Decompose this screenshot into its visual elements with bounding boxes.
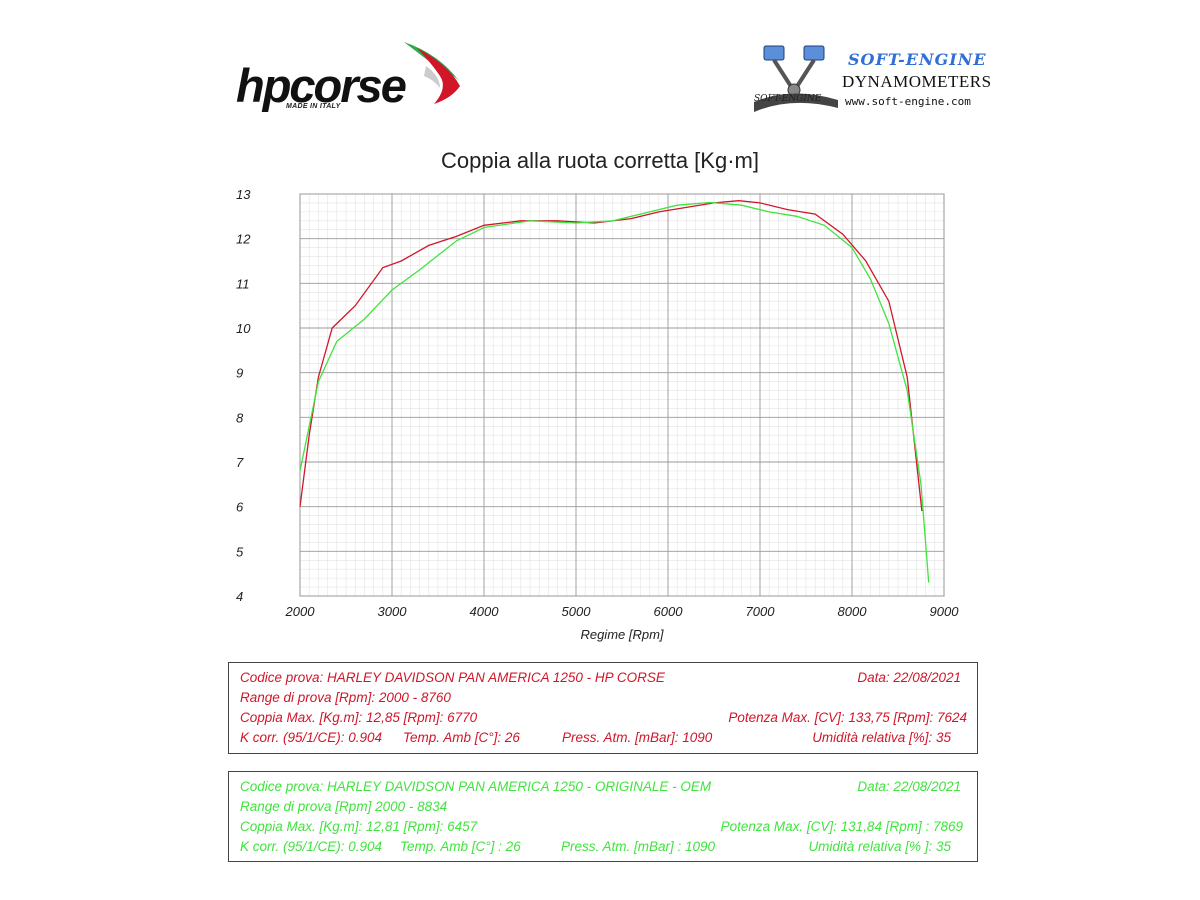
- y-tick-label: 12: [236, 232, 251, 247]
- hpcorse-wordmark: hpcorse: [236, 59, 407, 112]
- x-tick-label: 6000: [654, 604, 684, 619]
- relative-humidity: Umidità relativa [% ]: 35: [808, 839, 951, 854]
- y-tick-label: 9: [236, 366, 243, 381]
- x-tick-label: 3000: [378, 604, 408, 619]
- max-torque: Coppia Max. [Kg.m]: 12,81 [Rpm]: 6457: [240, 819, 478, 834]
- y-tick-label: 5: [236, 544, 244, 559]
- k-corr: K corr. (95/1/CE): 0.904: [240, 730, 383, 745]
- engine-pistons-icon: [754, 45, 838, 112]
- test-code: Codice prova: HARLEY DAVIDSON PAN AMERIC…: [240, 670, 665, 685]
- x-tick-label: 5000: [562, 604, 592, 619]
- max-torque: Coppia Max. [Kg.m]: 12,85 [Rpm]: 6770: [240, 710, 478, 725]
- max-power: Potenza Max. [CV]: 131,84 [Rpm] : 7869: [720, 819, 963, 834]
- test-code: Codice prova: HARLEY DAVIDSON PAN AMERIC…: [240, 779, 712, 794]
- soft-engine-small-mark: SOFT-ENGINE: [754, 94, 822, 104]
- x-tick-label: 2000: [285, 604, 316, 619]
- atm-pressure: Press. Atm. [mBar] : 1090: [561, 839, 716, 854]
- hpcorse-tagline: MADE IN ITALY: [286, 103, 341, 110]
- x-axis-label: Regime [Rpm]: [580, 627, 663, 642]
- relative-humidity: Umidità relativa [%]: 35: [812, 730, 951, 745]
- test-info-hp-corse: Codice prova: HARLEY DAVIDSON PAN AMERIC…: [228, 662, 978, 754]
- test-date: Data: 22/08/2021: [857, 779, 961, 794]
- y-tick-label: 6: [236, 500, 244, 515]
- x-tick-label: 9000: [930, 604, 960, 619]
- soft-engine-brand: SOFT-ENGINE: [848, 50, 987, 69]
- x-tick-label: 8000: [838, 604, 868, 619]
- soft-engine-url: www.soft-engine.com: [845, 95, 971, 108]
- y-tick-label: 10: [236, 321, 251, 336]
- y-tick-label: 4: [236, 589, 243, 604]
- x-tick-label: 4000: [470, 604, 500, 619]
- oem-torque-line: [299, 201, 930, 583]
- ambient-temp: Temp. Amb [C°]: 26: [403, 730, 520, 745]
- y-tick-label: 13: [236, 187, 251, 202]
- y-tick-label: 8: [236, 410, 244, 425]
- soft-engine-logo: SOFT-ENGINE DYNAMOMETERS SOFT-ENGINE www…: [752, 42, 1002, 118]
- y-tick-label: 11: [236, 276, 250, 291]
- x-tick-label: 7000: [746, 604, 776, 619]
- ambient-temp: Temp. Amb [C°] : 26: [400, 839, 521, 854]
- hpcorse-swoosh-icon: [404, 42, 460, 104]
- test-date: Data: 22/08/2021: [857, 670, 961, 685]
- chart-title: Coppia alla ruota corretta [Kg·m]: [441, 148, 759, 173]
- hpcorse-logo: hpcorse MADE IN ITALY: [234, 36, 469, 118]
- test-range: Range di prova [Rpm] 2000 - 8834: [240, 799, 448, 814]
- soft-engine-subtitle: DYNAMOMETERS: [842, 72, 992, 91]
- atm-pressure: Press. Atm. [mBar]: 1090: [562, 730, 713, 745]
- max-power: Potenza Max. [CV]: 133,75 [Rpm]: 7624: [728, 710, 967, 725]
- y-tick-label: 7: [236, 455, 244, 470]
- test-range: Range di prova [Rpm]: 2000 - 8760: [240, 690, 451, 705]
- k-corr: K corr. (95/1/CE): 0.904: [240, 839, 383, 854]
- test-info-oem: Codice prova: HARLEY DAVIDSON PAN AMERIC…: [228, 771, 978, 862]
